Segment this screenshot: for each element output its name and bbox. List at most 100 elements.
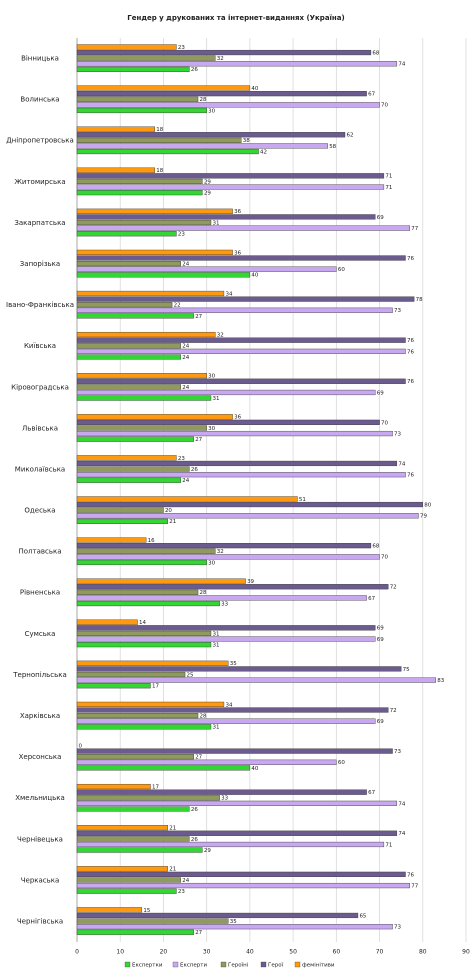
bar bbox=[76, 373, 207, 379]
data-label: 76 bbox=[407, 473, 414, 479]
legend-label: Герої bbox=[268, 963, 284, 969]
data-label: 38 bbox=[243, 138, 250, 144]
data-label: 76 bbox=[407, 256, 414, 262]
y-tick-label: Київська bbox=[24, 342, 56, 350]
bar bbox=[76, 231, 177, 237]
legend-swatch bbox=[220, 961, 227, 968]
data-label: 71 bbox=[385, 842, 392, 848]
bar bbox=[76, 178, 203, 185]
bar bbox=[76, 800, 398, 806]
bar bbox=[76, 924, 393, 930]
x-tick-label: 60 bbox=[333, 949, 341, 956]
data-label: 26 bbox=[191, 67, 198, 73]
data-label: 72 bbox=[390, 708, 397, 714]
x-tick-label: 20 bbox=[160, 949, 168, 956]
bar bbox=[76, 430, 393, 437]
data-label: 71 bbox=[385, 174, 392, 180]
data-label: 24 bbox=[182, 878, 189, 884]
data-label: 29 bbox=[204, 191, 211, 197]
bar bbox=[76, 548, 216, 554]
bar bbox=[76, 866, 168, 872]
bar bbox=[76, 55, 216, 61]
x-tick-label: 0 bbox=[75, 949, 79, 956]
bar bbox=[76, 143, 328, 149]
y-tick-label: Тернопільська bbox=[12, 671, 67, 679]
bar bbox=[76, 460, 398, 467]
legend-label: Експертки bbox=[132, 963, 163, 969]
data-label: 77 bbox=[411, 226, 418, 232]
bar bbox=[76, 496, 298, 502]
data-label: 76 bbox=[407, 379, 414, 385]
data-label: 73 bbox=[394, 749, 401, 755]
bar bbox=[76, 748, 393, 754]
legend-label: Героїні bbox=[228, 963, 249, 969]
bar bbox=[76, 683, 151, 689]
data-label: 24 bbox=[182, 478, 189, 484]
bar bbox=[76, 724, 212, 730]
data-label: 29 bbox=[204, 179, 211, 185]
data-label: 69 bbox=[377, 626, 384, 632]
data-label: 36 bbox=[234, 209, 241, 215]
data-label: 24 bbox=[182, 355, 189, 361]
bar bbox=[76, 888, 177, 894]
data-label: 69 bbox=[377, 390, 384, 396]
y-tick-label: Черкаська bbox=[21, 876, 60, 884]
x-tick-label: 40 bbox=[246, 949, 254, 956]
bar bbox=[76, 261, 181, 267]
bar bbox=[76, 584, 389, 590]
bar bbox=[76, 795, 220, 801]
bar bbox=[76, 219, 212, 226]
bar bbox=[76, 830, 398, 836]
bar bbox=[76, 836, 190, 842]
data-label: 35 bbox=[230, 661, 237, 667]
data-label: 70 bbox=[381, 555, 388, 561]
bar bbox=[76, 331, 216, 338]
x-tick-label: 50 bbox=[289, 949, 297, 956]
bar bbox=[76, 419, 380, 425]
bar bbox=[76, 425, 207, 431]
bar bbox=[76, 102, 380, 108]
bar bbox=[76, 619, 138, 625]
bar bbox=[76, 378, 406, 384]
bar bbox=[76, 713, 199, 719]
data-label: 29 bbox=[204, 848, 211, 854]
bar bbox=[76, 841, 385, 848]
data-label: 30 bbox=[208, 560, 215, 566]
bar bbox=[76, 225, 411, 231]
data-label: 0 bbox=[79, 743, 83, 749]
bar bbox=[76, 107, 207, 114]
data-label: 68 bbox=[372, 50, 379, 56]
bar bbox=[76, 589, 199, 595]
bar bbox=[76, 290, 225, 297]
data-label: 74 bbox=[398, 831, 405, 837]
data-label: 18 bbox=[156, 127, 163, 133]
bar bbox=[76, 126, 156, 132]
bar bbox=[76, 671, 186, 678]
bar bbox=[76, 501, 423, 508]
data-label: 17 bbox=[152, 684, 159, 690]
data-label: 26 bbox=[191, 807, 198, 813]
bar bbox=[76, 783, 151, 790]
bar bbox=[76, 625, 376, 631]
bar bbox=[76, 96, 199, 102]
bar bbox=[76, 472, 406, 478]
bar bbox=[76, 302, 173, 308]
data-label: 74 bbox=[398, 62, 405, 68]
data-label: 33 bbox=[221, 796, 228, 802]
bar bbox=[76, 600, 220, 607]
bar bbox=[76, 49, 372, 56]
data-label: 70 bbox=[381, 103, 388, 109]
bar bbox=[76, 137, 242, 143]
bar bbox=[76, 436, 194, 442]
data-label: 70 bbox=[381, 420, 388, 426]
bar bbox=[76, 578, 246, 584]
y-tick-label: Дніпропетровська bbox=[6, 137, 74, 145]
data-label: 67 bbox=[368, 596, 375, 602]
data-label: 14 bbox=[139, 620, 146, 626]
x-tick-label: 70 bbox=[376, 949, 384, 956]
bar bbox=[76, 272, 251, 278]
bar bbox=[76, 754, 194, 760]
bar bbox=[76, 718, 376, 724]
bar bbox=[76, 929, 194, 935]
